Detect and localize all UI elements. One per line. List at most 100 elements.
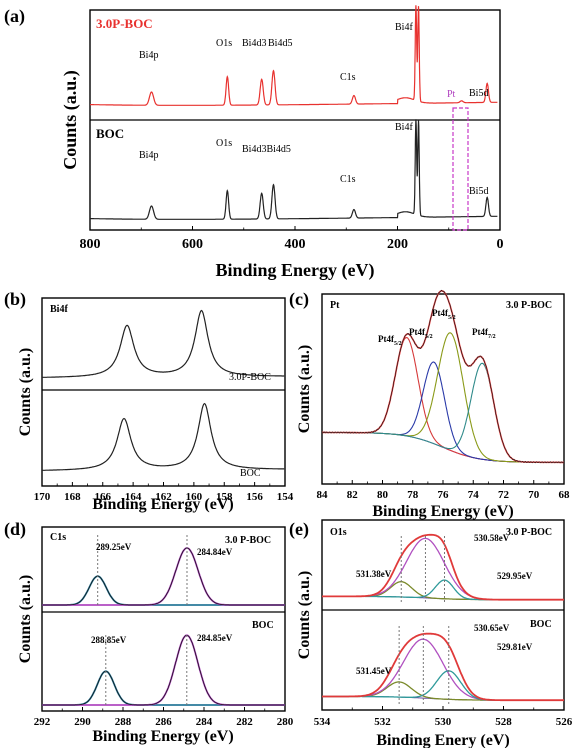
- panel-a-ticks: 800 600 400 200 0: [80, 226, 504, 252]
- peak-label: C1s: [340, 72, 356, 83]
- pt-highlight-box: [452, 107, 469, 231]
- peak-value-label: 284.84eV: [197, 547, 233, 557]
- x-tick-label: 72: [498, 489, 510, 501]
- x-tick-label: 70: [528, 489, 540, 501]
- panel-a-letter: (a): [4, 6, 25, 27]
- x-tick-label: 158: [216, 491, 233, 503]
- peak-label: Bi4p: [139, 150, 158, 161]
- panel-c-letter: (c): [289, 289, 309, 310]
- x-tick-label: 290: [74, 716, 91, 728]
- peak-value-label: 531.45eV: [356, 666, 392, 676]
- panel-c: (c) Pt 3.0 P-BOC Pt4f5/2 Pt4f5/2 Pt4f5/2…: [289, 289, 570, 520]
- x-tick-label: 200: [387, 237, 408, 252]
- c1s-raw-data: [42, 547, 285, 606]
- panel-b-element: Bi4f: [50, 304, 68, 315]
- peak-value-label: 530.58eV: [474, 533, 510, 543]
- x-tick-label: 76: [438, 489, 450, 501]
- x-tick-label: 600: [182, 237, 203, 252]
- panel-c-xlabel: Binding Energy (eV): [372, 503, 513, 520]
- c1s-component: [42, 575, 285, 606]
- pt-peak-label: Pt4f7/2: [472, 327, 496, 340]
- peak-label: O1s: [216, 138, 232, 149]
- x-tick-label: 280: [277, 716, 294, 728]
- peak-value-label: 288.85eV: [91, 635, 127, 645]
- x-tick-label: 74: [468, 489, 480, 501]
- panel-e-curves: [322, 533, 564, 705]
- x-tick-label: 288: [115, 716, 132, 728]
- x-tick-label: 400: [285, 237, 306, 252]
- peak-label: C1s: [340, 174, 356, 185]
- survey-curve-3.0P-BOC: [90, 5, 498, 106]
- x-tick-label: 286: [155, 716, 172, 728]
- o1s-component: [322, 681, 564, 701]
- pt-label: Pt: [447, 89, 456, 100]
- panel-c-curves: [321, 289, 565, 464]
- x-tick-label: 282: [236, 716, 253, 728]
- x-tick-label: 160: [186, 491, 203, 503]
- x-tick-label: 156: [246, 491, 263, 503]
- panel-d-curves: [42, 535, 285, 706]
- peak-label: Bi5d: [469, 88, 488, 99]
- x-tick-label: 800: [80, 237, 101, 252]
- panel-a: (a) 3.0P-BOC BOC Pt Bi4p O1s Bi4d3 Bi4d5…: [4, 5, 504, 281]
- x-tick-label: 80: [377, 489, 389, 501]
- panel-c-ylabel: Counts (a.u.): [296, 345, 313, 433]
- bi4f-curve-BOC: [42, 402, 285, 471]
- x-tick-label: 84: [317, 489, 329, 501]
- panel-e-xlabel: Binding Enery (eV): [376, 732, 509, 748]
- panel-b-letter: (b): [4, 289, 26, 310]
- peak-value-label: 529.95eV: [497, 571, 533, 581]
- pt-peak-label: Pt4f5/2: [409, 327, 433, 340]
- x-tick-label: 526: [556, 716, 572, 728]
- panel-d: (d) C1s 3.0 P-BOC BOC 289.25eV 284.84eV …: [4, 519, 294, 745]
- o1s-envelope: [322, 533, 564, 601]
- peak-label: Bi4d3: [242, 38, 266, 49]
- pt-component: [322, 362, 564, 463]
- peak-value-label: 531.38eV: [356, 569, 392, 579]
- peak-value-label: 289.25eV: [96, 542, 132, 552]
- bi4f-curve-3.0P-BOC: [42, 309, 285, 378]
- c1s-component: [42, 547, 285, 606]
- panel-c-ticks: 84 82 80 78 76 74 72 70 68: [317, 480, 571, 501]
- panel-b-frame: [41, 297, 286, 487]
- panel-b-bottom-label: BOC: [240, 468, 261, 479]
- panel-c-sample: 3.0 P-BOC: [506, 300, 552, 311]
- panel-d-top-label: 3.0 P-BOC: [225, 535, 271, 546]
- x-tick-label: 154: [277, 491, 294, 503]
- panel-a-xlabel: Binding Energy (eV): [215, 260, 374, 281]
- x-tick-label: 162: [155, 491, 172, 503]
- peak-label: Bi4p: [139, 50, 158, 61]
- peak-label: Bi4f: [395, 22, 413, 33]
- x-tick-label: 68: [559, 489, 571, 501]
- panel-e-bottom-label: BOC: [530, 619, 552, 630]
- panel-e-ylabel: Counts (a.u.): [296, 571, 313, 659]
- peak-value-label: 529.81eV: [497, 642, 533, 652]
- peak-label: Bi4d3Bi4d5: [242, 144, 291, 155]
- x-tick-label: 534: [314, 716, 331, 728]
- panel-a-top-peak-labels: Bi4p O1s Bi4d3 Bi4d5 C1s Bi4f Bi5d: [139, 22, 488, 99]
- peak-value-label: 530.65eV: [474, 623, 510, 633]
- panel-c-element: Pt: [330, 300, 340, 311]
- peak-label: O1s: [216, 38, 232, 49]
- survey-curve-BOC: [90, 119, 498, 220]
- x-tick-label: 166: [95, 491, 112, 503]
- x-tick-label: 292: [34, 716, 51, 728]
- panel-d-element: C1s: [50, 532, 66, 543]
- o1s-envelope: [322, 632, 564, 702]
- panel-a-bottom-peak-labels: Bi4p O1s Bi4d3Bi4d5 C1s Bi4f Bi5d: [139, 122, 488, 197]
- panel-e-element: O1s: [330, 527, 347, 538]
- x-tick-label: 78: [407, 489, 419, 501]
- panel-d-frame: [41, 526, 286, 712]
- panel-e-letter: (e): [289, 519, 309, 540]
- x-tick-label: 284: [196, 716, 213, 728]
- panel-a-top-label: 3.0P-BOC: [96, 16, 153, 31]
- x-tick-label: 528: [495, 716, 512, 728]
- x-tick-label: 532: [374, 716, 391, 728]
- x-tick-label: 164: [125, 491, 142, 503]
- panel-a-bottom-label: BOC: [96, 126, 124, 141]
- panel-b: (b) Bi4f 3.0P-BOC BOC 170 168 166 164 162 160…: [4, 289, 294, 513]
- x-tick-label: 530: [435, 716, 452, 728]
- x-tick-label: 0: [497, 237, 504, 252]
- panel-d-xlabel: Binding Energy (eV): [92, 728, 233, 745]
